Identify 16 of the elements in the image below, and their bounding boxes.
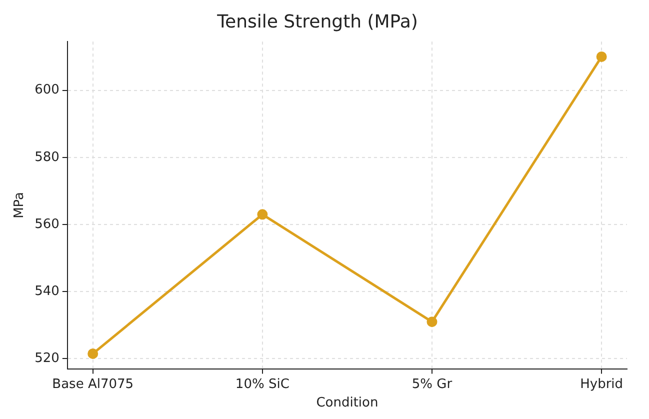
point: [426, 316, 438, 328]
x-tick-label: Hybrid: [580, 376, 624, 392]
x-axis-title: Condition: [316, 396, 378, 411]
y-tick-label: 560: [34, 216, 60, 232]
y-tick-label: 540: [34, 284, 60, 299]
point: [257, 209, 268, 220]
y-tick-label: 520: [34, 351, 60, 366]
y-tick-label: 600: [34, 82, 60, 98]
y-tick-label: 580: [34, 150, 60, 165]
x-tick-label: 10% SiC: [235, 376, 290, 392]
point: [88, 348, 98, 359]
point: [596, 51, 607, 62]
x-tick-label: 5% Gr: [412, 376, 453, 392]
chart-title: Tensile Strength (MPa): [216, 11, 418, 32]
x-tick-label: Base Al7075: [52, 376, 134, 392]
y-axis-title: MPa: [12, 192, 28, 218]
